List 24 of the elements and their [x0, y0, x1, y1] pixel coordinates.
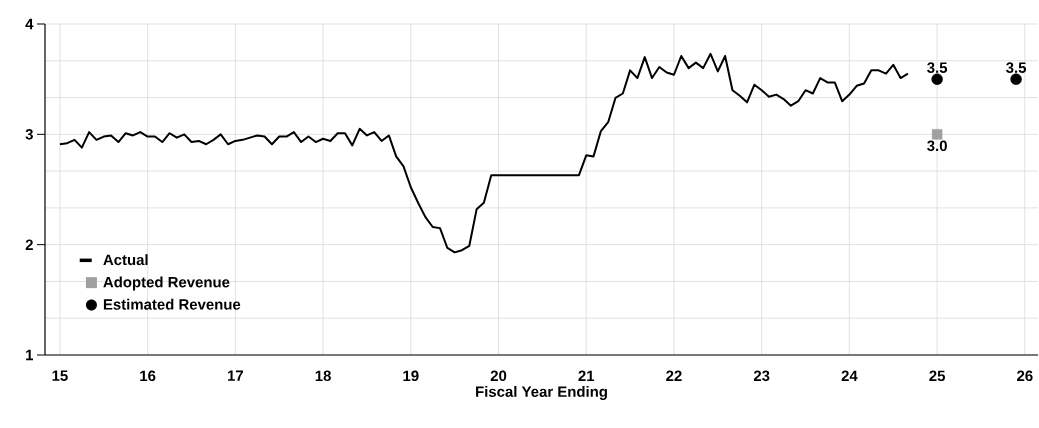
line-series [58, 52, 909, 254]
data-label: 3.0 [927, 140, 947, 152]
x-tick-label: 20 [490, 370, 507, 382]
y-tick-label: 1 [26, 349, 34, 361]
x-tick-label: 21 [578, 370, 595, 381]
y-tick-label: 4 [25, 18, 34, 30]
x-tick-label: 26 [1017, 370, 1033, 382]
x-tick-label: 19 [403, 370, 419, 382]
x-tick-label: 18 [315, 370, 331, 382]
data-label: 3.5 [1006, 62, 1027, 73]
y-tick-label: 3 [25, 129, 33, 140]
x-tick-label: 22 [666, 370, 682, 381]
data-label: 3.5 [927, 62, 948, 73]
x-tick-label: 23 [753, 370, 770, 382]
x-axis-title: Fiscal Year Ending [476, 385, 607, 400]
legend-label: Adopted Revenue [103, 276, 230, 291]
y-tick-label: 2 [25, 239, 33, 250]
x-tick-label: 17 [227, 370, 244, 381]
x-tick-label: 24 [841, 370, 858, 381]
x-tick-label: 16 [140, 370, 156, 382]
x-tick-label: 25 [929, 370, 946, 382]
legend-label: Actual [103, 254, 148, 266]
legend-label: Estimated Revenue [103, 298, 241, 310]
x-tick-label: 15 [52, 370, 68, 381]
